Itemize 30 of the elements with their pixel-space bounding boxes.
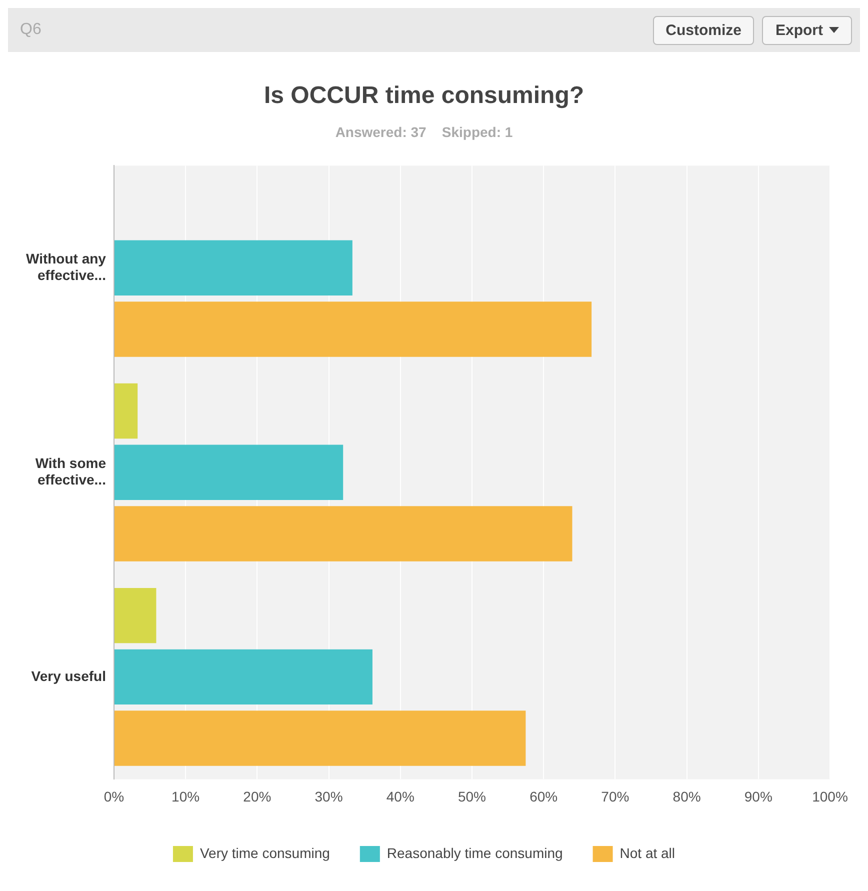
x-tick-label: 50% [458,788,486,804]
bar [114,383,138,439]
x-tick-label: 80% [672,788,701,804]
bar [114,649,372,705]
y-tick-label: Without any effective... [26,250,106,284]
bar [114,506,572,562]
bar [114,240,352,296]
x-tick-label: 90% [744,788,772,804]
legend-label: Very time consuming [200,844,330,861]
y-tick-label: With some effective... [35,454,106,488]
x-tick-label: 10% [172,788,200,804]
x-tick-label: 40% [386,788,414,804]
text: Q6 [20,21,42,39]
bar [114,444,344,500]
x-tick-label: 30% [314,788,343,804]
x-tick-label: 70% [601,788,630,804]
bar [114,588,156,644]
x-tick-label: 100% [812,788,848,804]
text: Customize [666,22,742,38]
x-tick-label: 0% [104,788,124,804]
chart-subtitle: Answered: 37 Skipped: 1 [335,124,513,140]
bar [114,302,592,357]
chart-title: Is OCCUR time consuming? [264,82,584,110]
y-tick-label: Very useful [31,668,106,684]
bar [114,710,526,766]
x-tick-label: 60% [530,788,558,804]
legend-label: Not at all [620,844,676,861]
text: Export [775,22,823,38]
x-tick-label: 20% [243,788,272,804]
legend-label: Reasonably time consuming [386,844,563,861]
